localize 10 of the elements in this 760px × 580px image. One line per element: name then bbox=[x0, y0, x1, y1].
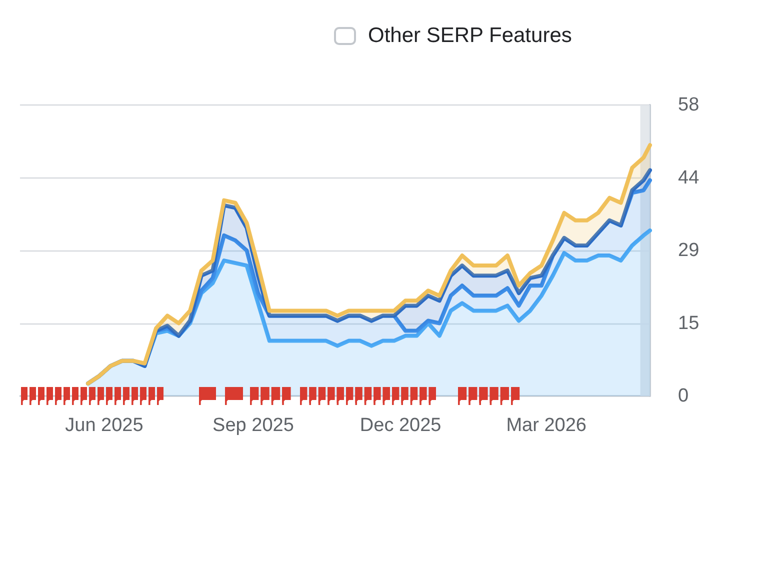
y-tick-label: 44 bbox=[678, 167, 700, 188]
x-tick-label: Dec 2025 bbox=[360, 415, 442, 436]
y-tick-label: 0 bbox=[678, 386, 689, 406]
x-tick-label: Sep 2025 bbox=[212, 415, 294, 436]
y-tick-label: 15 bbox=[678, 312, 700, 334]
y-tick-label: 58 bbox=[678, 94, 700, 116]
x-tick-label: Jun 2025 bbox=[65, 415, 144, 436]
text: Other SERP Features bbox=[368, 24, 572, 48]
y-tick-label: 29 bbox=[678, 240, 700, 261]
x-tick-label: Mar 2026 bbox=[506, 415, 586, 436]
